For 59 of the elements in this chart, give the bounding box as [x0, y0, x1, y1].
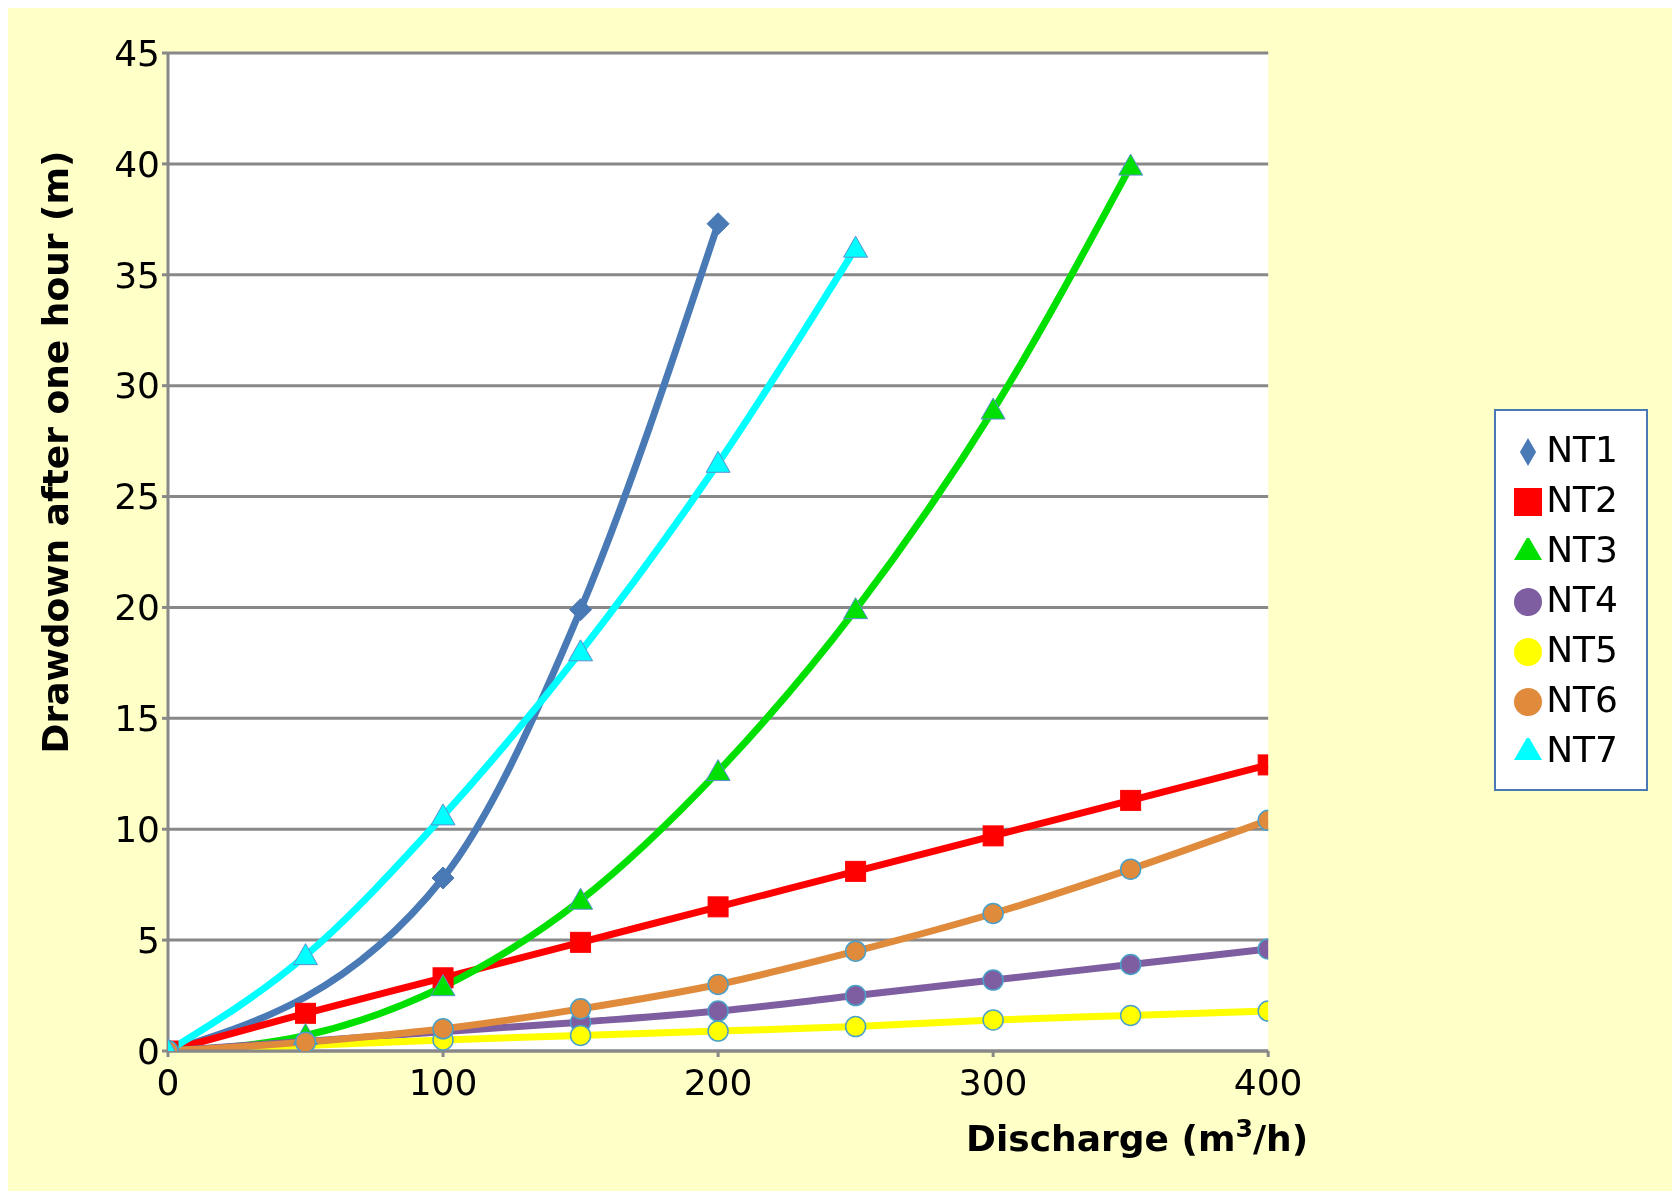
x-tick-label: 200: [683, 1061, 753, 1103]
point: [844, 984, 867, 1007]
x-tick-label: 300: [958, 1061, 1028, 1103]
y-tick-label: 15: [114, 698, 160, 740]
point: [982, 902, 1004, 925]
y-tick-label: 10: [114, 809, 160, 850]
legend-label: NT4: [1546, 578, 1618, 620]
y-tick-label: 25: [114, 476, 160, 518]
point: [707, 1000, 729, 1022]
point: [982, 825, 1004, 847]
point: [1119, 858, 1142, 880]
point: [569, 598, 593, 622]
y-tick-label: 45: [114, 32, 160, 74]
point: [430, 974, 456, 997]
point: [980, 397, 1006, 420]
legend-label: NT1: [1546, 428, 1618, 470]
legend-label: NT3: [1546, 528, 1618, 570]
point: [707, 896, 729, 918]
point: [843, 597, 869, 620]
point: [432, 1018, 454, 1040]
point: [706, 212, 730, 236]
point: [705, 759, 731, 782]
y-tick-label: 30: [114, 365, 160, 407]
legend-label: NT6: [1546, 678, 1618, 720]
y-tick-label: 35: [114, 254, 160, 296]
point: [431, 866, 455, 890]
point: [845, 860, 867, 882]
point: [294, 1031, 317, 1051]
point: [568, 639, 594, 662]
y-tick-label: 5: [137, 919, 160, 961]
x-tick-label: 100: [408, 1061, 478, 1103]
point: [569, 1024, 592, 1047]
point: [982, 1009, 1004, 1031]
point: [293, 943, 319, 966]
point: [570, 931, 592, 953]
point: [430, 803, 456, 826]
point: [982, 969, 1004, 991]
point: [844, 1015, 867, 1038]
point: [1119, 953, 1142, 976]
point: [844, 940, 867, 962]
y-tick-label: 0: [137, 1030, 160, 1072]
point: [707, 973, 729, 996]
legend-label: NT7: [1546, 728, 1618, 770]
legend-label: NT2: [1546, 478, 1618, 520]
x-axis-title: Discharge (m$^{3}$/h): [966, 1113, 1309, 1159]
point: [1119, 1004, 1142, 1027]
y-tick-label: 40: [114, 143, 160, 185]
point: [1118, 153, 1144, 176]
point: [569, 998, 592, 1020]
point: [843, 235, 869, 258]
point: [1120, 789, 1142, 811]
point: [705, 450, 731, 473]
y-tick-label: 20: [114, 587, 160, 629]
y-axis-title: Drawdown after one hour (m): [35, 150, 76, 754]
x-tick-label: 400: [1233, 1061, 1303, 1103]
point: [295, 1002, 317, 1024]
legend-label: NT5: [1546, 628, 1618, 670]
point: [707, 1020, 729, 1042]
point: [568, 887, 594, 910]
